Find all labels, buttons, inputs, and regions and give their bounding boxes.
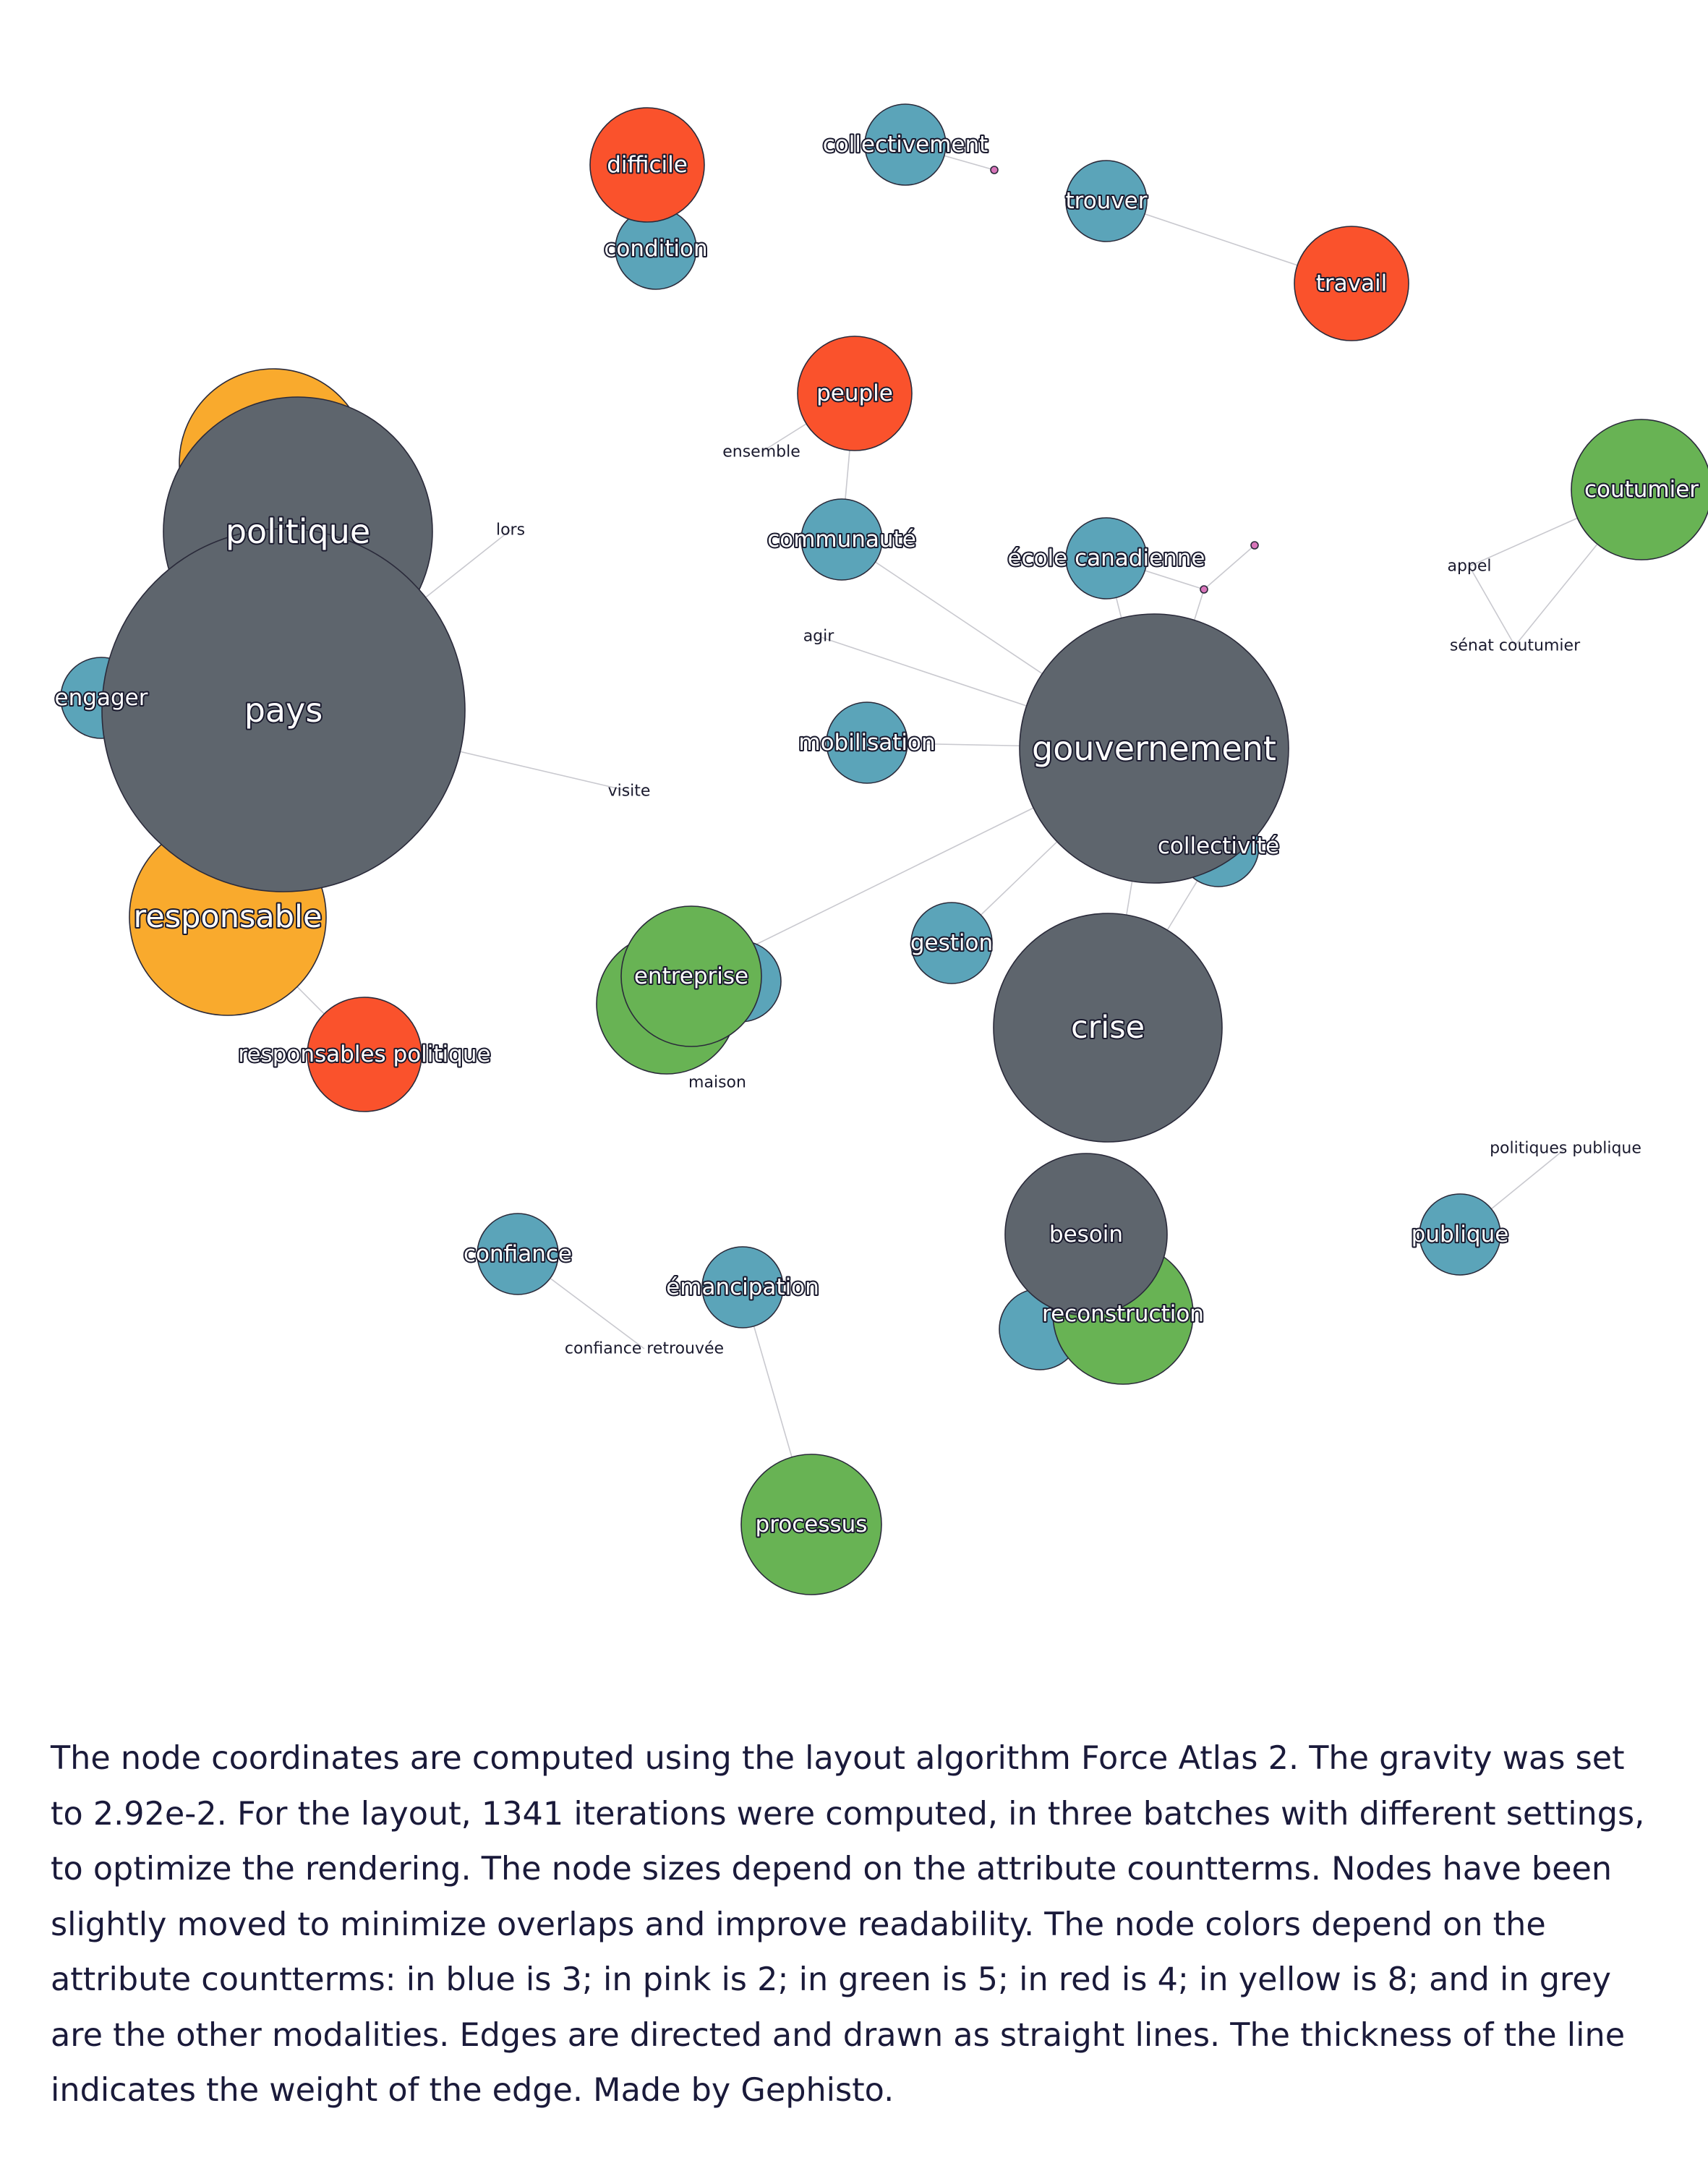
node-label: politique (226, 512, 370, 551)
term-label: agir (803, 628, 835, 646)
node-label: besoin (1049, 1221, 1123, 1248)
node-besoin (1004, 1153, 1168, 1316)
node-label: difficile (607, 152, 688, 178)
node-collectivement (864, 103, 947, 186)
node-label: gestion (910, 930, 993, 956)
term-label: lors (496, 521, 525, 540)
node-trouver (1065, 160, 1148, 242)
term-label: sénat coutumier (1450, 637, 1581, 655)
node-entreprise (620, 905, 762, 1047)
node-travail (1294, 226, 1409, 341)
node-label: trouver (1066, 188, 1148, 214)
term-label: ensemble (722, 443, 800, 461)
edge-t_appel-t_senat (1469, 566, 1516, 647)
node-label: responsables politique (238, 1041, 490, 1067)
node-gouvernement (1019, 613, 1289, 884)
node-n_p3 (1200, 585, 1208, 594)
term-label: appel (1447, 558, 1491, 576)
node-label: processus (756, 1511, 868, 1538)
term-label: confiance retrouvée (565, 1340, 724, 1358)
node-label: mobilisation (798, 730, 935, 756)
node-label: collectivité (1158, 833, 1279, 859)
node-label: gouvernement (1032, 729, 1276, 768)
node-label: confiance (464, 1241, 572, 1267)
node-label: peuple (816, 380, 893, 406)
node-label: travail (1316, 270, 1387, 297)
node-pays (101, 528, 466, 892)
node-difficile (589, 107, 705, 223)
node-confiance (477, 1213, 559, 1295)
term-label: politiques publique (1490, 1140, 1641, 1158)
node-mobilisation (826, 701, 908, 784)
node-n_p2 (1250, 541, 1259, 550)
node-label: crise (1071, 1010, 1145, 1046)
network-graph: responsable engager politique pays responsab… (54, 103, 1708, 1595)
node-label: émancipation (666, 1274, 819, 1300)
edges-layer (227, 144, 1642, 1525)
node-label: reconstruction (1042, 1301, 1204, 1327)
node-label: école canadienne (1007, 545, 1205, 571)
node-processus (740, 1454, 882, 1595)
node-label: publique (1412, 1221, 1509, 1248)
node-gestion (910, 902, 993, 984)
node-émancipation (701, 1246, 784, 1329)
node-label: entreprise (634, 963, 748, 989)
labels-layer: responsable engager politique pays responsab… (54, 130, 1701, 1539)
node-communauté (800, 498, 883, 581)
node-crise (993, 913, 1223, 1143)
node-publique (1419, 1193, 1501, 1276)
node-coutumier (1571, 419, 1708, 560)
node-label: condition (604, 236, 707, 262)
node-label: engager (55, 685, 148, 711)
node-label: coutumier (1584, 477, 1699, 503)
term-label: maison (688, 1074, 746, 1092)
node-responsables-politique (307, 997, 422, 1112)
node-label: pays (244, 691, 323, 730)
nodes-layer (60, 103, 1708, 1595)
edge-n_p2-n_p3 (1203, 545, 1255, 590)
term-label: visite (608, 782, 651, 801)
node-peuple (797, 336, 913, 451)
node-n_p1 (990, 166, 999, 174)
node-label: collectivement (823, 132, 988, 158)
graph-caption: The node coordinates are computed using … (51, 1740, 1645, 2109)
node-école-canadienne (1065, 517, 1148, 600)
node-label: responsable (134, 899, 323, 935)
node-label: communauté (767, 526, 916, 553)
